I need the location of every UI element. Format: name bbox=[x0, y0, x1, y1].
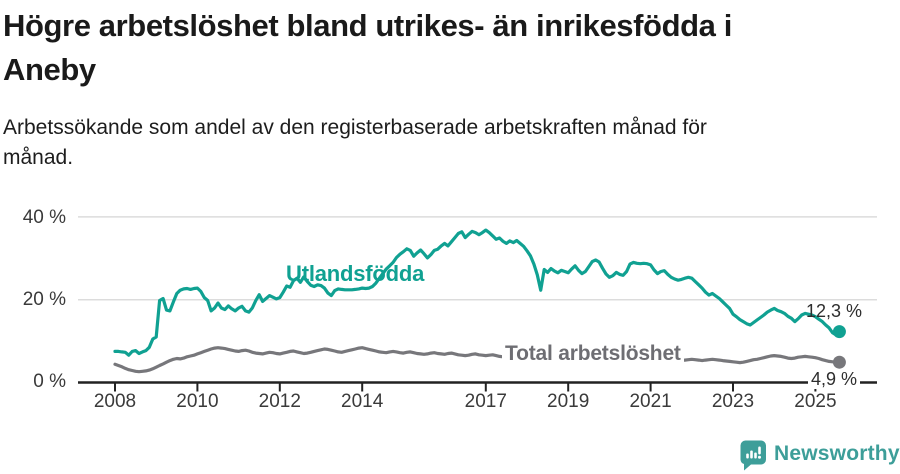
x-axis-label-2014: 2014 bbox=[341, 391, 384, 412]
series-label-utlandsfodda: Utlandsfödda bbox=[286, 261, 425, 286]
chart-subtitle-line-1: Arbetssökande som andel av den registerb… bbox=[3, 116, 707, 139]
series-line-utlandsfodda bbox=[113, 228, 842, 357]
chart-title-line-2: Aneby bbox=[3, 52, 96, 87]
x-axis-label-2023: 2023 bbox=[711, 391, 755, 412]
y-axis-label-20: 20 % bbox=[22, 289, 66, 310]
x-axis-label-2017: 2017 bbox=[464, 391, 507, 412]
chart-title-line-1: Högre arbetslöshet bland utrikes- än inr… bbox=[3, 8, 732, 43]
x-axis-label-2008: 2008 bbox=[93, 391, 137, 412]
newsworthy-branding: Newsworthy bbox=[740, 440, 900, 472]
chart-title: Högre arbetslöshet bland utrikes- än inr… bbox=[3, 4, 732, 92]
end-value-utlandsfodda: 12,3 % bbox=[805, 301, 862, 321]
end-dot-total bbox=[832, 355, 846, 369]
chart-subtitle-line-2: månad. bbox=[3, 146, 74, 169]
x-axis-label-2019: 2019 bbox=[547, 391, 590, 412]
x-axis-label-2012: 2012 bbox=[258, 391, 301, 412]
y-axis-label-40: 40 % bbox=[22, 207, 66, 228]
y-axis-label-0: 0 % bbox=[33, 371, 66, 392]
series-line-total bbox=[113, 346, 842, 374]
x-axis-label-2025: 2025 bbox=[794, 391, 837, 412]
x-axis-label-2010: 2010 bbox=[176, 391, 219, 412]
newsworthy-logo-icon bbox=[740, 440, 766, 471]
end-dot-utlandsfodda bbox=[832, 325, 846, 339]
chart-subtitle: Arbetssökande som andel av den registerb… bbox=[3, 113, 707, 173]
series-label-total-arbetsloshet: Total arbetslöshet bbox=[502, 342, 684, 366]
x-axis-label-2021: 2021 bbox=[629, 391, 672, 412]
end-value-total: 4,9 % bbox=[807, 369, 860, 389]
newsworthy-brand-name: Newsworthy bbox=[774, 442, 900, 465]
